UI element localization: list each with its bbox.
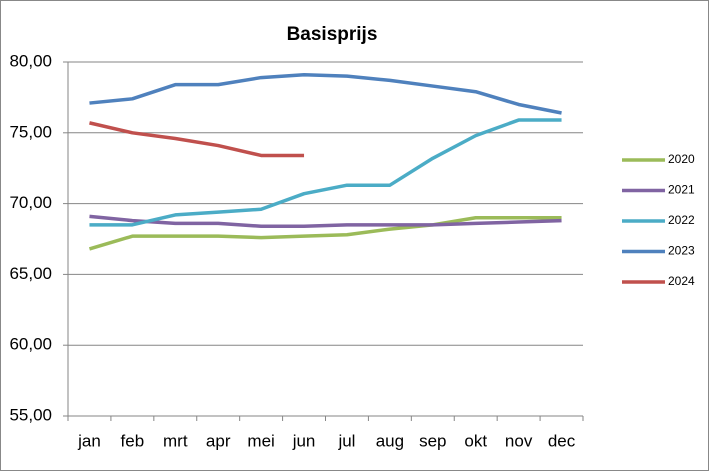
x-tick-label: dec — [548, 431, 576, 450]
x-tick-label: sep — [419, 431, 446, 450]
chart-title: Basisprijs — [287, 24, 378, 45]
legend-label: 2023 — [668, 244, 695, 258]
x-tick-label: apr — [206, 431, 231, 450]
legend-label: 2024 — [668, 274, 695, 288]
x-tick-label: mei — [247, 431, 274, 450]
x-tick-label: nov — [505, 431, 533, 450]
line-series — [89, 214, 562, 229]
y-tick-label: 80,00 — [9, 51, 52, 70]
legend-label: 2020 — [668, 152, 695, 166]
x-tick-label: jun — [292, 431, 316, 450]
legend-label: 2022 — [668, 213, 695, 227]
y-tick-label: 55,00 — [9, 405, 52, 424]
x-tick-label: aug — [376, 431, 404, 450]
x-tick-label: okt — [464, 431, 487, 450]
x-tick-label: mrt — [163, 431, 188, 450]
line-series — [89, 72, 562, 115]
y-tick-label: 65,00 — [9, 264, 52, 283]
y-tick-label: 70,00 — [9, 193, 52, 212]
x-tick-label: feb — [121, 431, 145, 450]
legend-label: 2021 — [668, 183, 695, 197]
y-tick-label: 60,00 — [9, 335, 52, 354]
x-tick-label: jan — [77, 431, 101, 450]
line-series — [88, 216, 562, 251]
x-tick-label: jul — [337, 431, 355, 450]
line-series — [89, 118, 562, 227]
y-tick-label: 75,00 — [9, 122, 52, 141]
line-series — [89, 121, 305, 158]
